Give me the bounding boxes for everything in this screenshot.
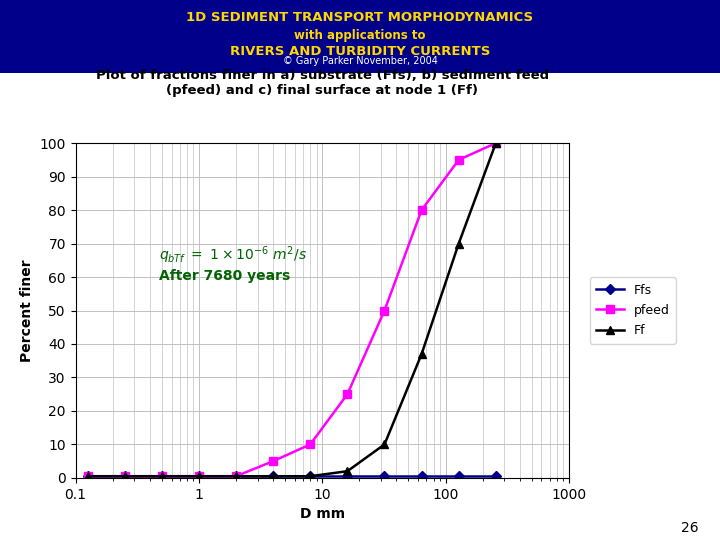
Ff — [232, 473, 240, 480]
pfeed — [120, 473, 129, 480]
Text: RIVERS AND TURBIDITY CURRENTS: RIVERS AND TURBIDITY CURRENTS — [230, 45, 490, 58]
pfeed — [194, 473, 203, 480]
pfeed — [269, 458, 277, 464]
Ff — [492, 140, 500, 146]
Ffs — [454, 473, 463, 480]
Ff — [158, 473, 166, 480]
pfeed — [158, 473, 166, 480]
Text: Plot of fractions finer in a) substrate (Ffs), b) sediment feed
(pfeed) and c) f: Plot of fractions finer in a) substrate … — [96, 69, 549, 97]
Ffs — [158, 473, 166, 480]
pfeed — [492, 140, 500, 146]
Ff — [269, 473, 277, 480]
Text: © Gary Parker November, 2004: © Gary Parker November, 2004 — [282, 56, 438, 65]
Ffs — [343, 473, 351, 480]
pfeed — [454, 157, 463, 163]
Ffs — [194, 473, 203, 480]
Ff — [120, 473, 129, 480]
Line: pfeed: pfeed — [84, 139, 500, 481]
Y-axis label: Percent finer: Percent finer — [20, 259, 34, 362]
pfeed — [380, 307, 389, 314]
Text: $q_{bTf}\ =\ 1\times10^{-6}\ m^2/s$
After 7680 years: $q_{bTf}\ =\ 1\times10^{-6}\ m^2/s$ Afte… — [159, 245, 307, 282]
Ff — [343, 468, 351, 475]
Ff — [454, 240, 463, 247]
Ffs — [492, 473, 500, 480]
Ff — [194, 473, 203, 480]
Line: Ffs: Ffs — [84, 472, 499, 480]
Text: 26: 26 — [681, 521, 698, 535]
Ff — [380, 441, 389, 448]
pfeed — [306, 441, 315, 448]
pfeed — [343, 391, 351, 397]
Ffs — [418, 473, 426, 480]
Line: Ff: Ff — [84, 139, 500, 481]
Ffs — [84, 473, 92, 480]
Ffs — [269, 473, 277, 480]
X-axis label: D mm: D mm — [300, 507, 345, 521]
Text: with applications to: with applications to — [294, 29, 426, 42]
Ffs — [232, 473, 240, 480]
pfeed — [232, 473, 240, 480]
Ffs — [380, 473, 389, 480]
Ff — [306, 473, 315, 480]
pfeed — [84, 473, 92, 480]
Legend: Ffs, pfeed, Ff: Ffs, pfeed, Ff — [590, 277, 676, 344]
Ffs — [306, 473, 315, 480]
Text: 1D SEDIMENT TRANSPORT MORPHODYNAMICS: 1D SEDIMENT TRANSPORT MORPHODYNAMICS — [186, 11, 534, 24]
Ffs — [120, 473, 129, 480]
Ff — [84, 473, 92, 480]
Ff — [418, 351, 426, 357]
pfeed — [418, 207, 426, 213]
